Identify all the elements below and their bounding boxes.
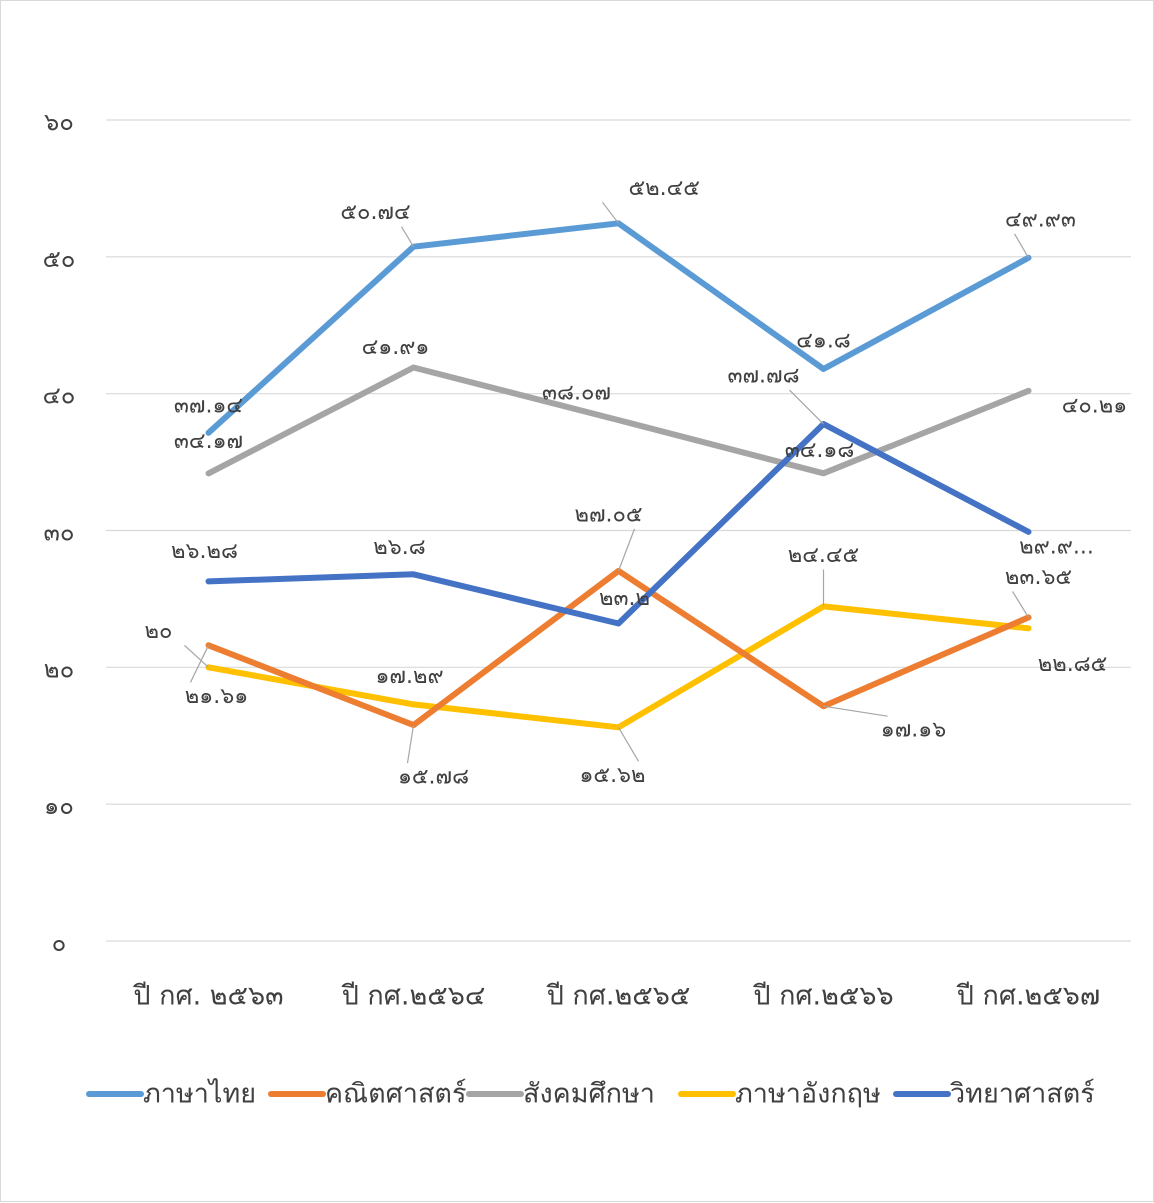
legend-label: ภาษาอังกฤษ — [735, 1079, 881, 1110]
leader-line — [617, 528, 636, 572]
data-label: ๒๖.๘ — [373, 535, 425, 560]
data-label: ๒๐ — [145, 619, 173, 644]
data-label: ๔๑.๙๑ — [362, 335, 430, 360]
y-tick-label: ๑๐ — [44, 792, 74, 820]
leader-line — [184, 644, 209, 668]
series-line — [205, 567, 1032, 729]
y-tick-label: ๓๐ — [43, 519, 74, 547]
data-label: ๓๘.๐๗ — [542, 381, 611, 406]
data-label: ๔๙.๙๓ — [1005, 207, 1076, 232]
y-tick-label: ๔๐ — [43, 382, 76, 410]
series-line — [205, 364, 1032, 477]
data-label: ๒๙.๙... — [1019, 534, 1094, 559]
data-label: ๔๑.๘ — [796, 329, 851, 354]
x-tick-label: ปี กศ.๒๕๖๖ — [753, 981, 894, 1012]
data-label: ๒๔.๔๕ — [788, 543, 859, 568]
series-line — [205, 421, 1032, 627]
data-label: ๓๔.๑๗ — [174, 429, 243, 454]
y-tick-label: ๒๐ — [44, 655, 74, 683]
data-label: ๒๑.๖๑ — [185, 684, 248, 709]
data-label: ๑๗.๒๙ — [375, 664, 443, 689]
data-label: ๒๖.๒๘ — [171, 539, 238, 564]
data-label: ๑๗.๑๖ — [881, 718, 946, 743]
data-label: ๑๕.๗๘ — [398, 765, 469, 790]
leader-line — [823, 705, 888, 717]
data-label: ๒๒.๘๕ — [1038, 652, 1108, 677]
x-tick-label: ปี กศ.๒๕๖๗ — [956, 981, 1100, 1012]
data-label: ๔๐.๒๑ — [1062, 393, 1128, 418]
leader-line — [823, 463, 846, 474]
data-label: ๒๓.๒ — [599, 586, 650, 611]
leader-line — [400, 226, 415, 248]
data-label: ๒๓.๖๕ — [1005, 565, 1072, 590]
data-label: ๓๗.๗๘ — [727, 364, 799, 389]
leader-line — [1013, 233, 1030, 259]
data-label: ๓๔.๑๘ — [785, 438, 855, 463]
y-tick-label: ๕๐ — [43, 245, 76, 273]
data-label: ๑๕.๖๒ — [579, 763, 645, 788]
data-label: ๒๗.๐๕ — [574, 502, 642, 527]
x-tick-label: ปี กศ.๒๕๖๕ — [546, 981, 690, 1012]
leader-line — [1011, 591, 1030, 618]
leader-line — [406, 724, 415, 764]
y-tick-label: ๖๐ — [44, 108, 74, 136]
legend-label: ภาษาไทย — [143, 1079, 256, 1110]
legend-label: คณิตศาสตร์ — [325, 1078, 466, 1110]
y-tick-label: ๐ — [52, 929, 67, 957]
data-label: ๕๐.๗๔ — [340, 200, 410, 225]
data-label: ๕๒.๔๕ — [629, 176, 700, 201]
leader-line — [789, 389, 824, 425]
x-tick-label: ปี กศ.๒๕๖๔ — [341, 981, 485, 1012]
x-tick-label: ปี กศ. ๒๕๖๓ — [133, 981, 284, 1012]
leader-line — [189, 645, 210, 683]
data-label: ๓๗.๑๔ — [174, 393, 243, 418]
leader-line — [602, 201, 619, 224]
legend-label: วิทยาศาสตร์ — [950, 1078, 1095, 1110]
legend-label: สังคมศึกษา — [523, 1079, 655, 1110]
leader-line — [617, 726, 640, 762]
series-line — [205, 220, 1032, 436]
